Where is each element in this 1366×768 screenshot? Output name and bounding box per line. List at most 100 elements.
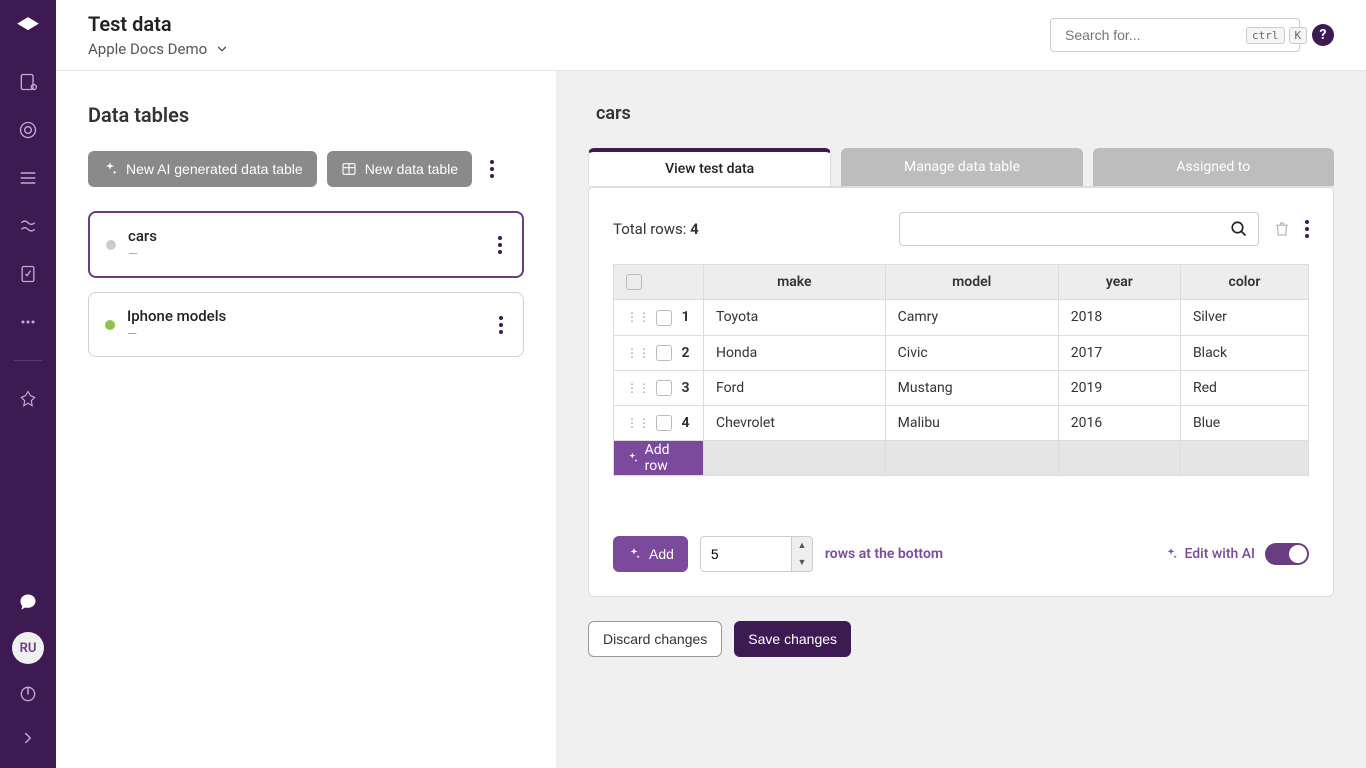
drag-handle-icon[interactable]: ⋮⋮: [626, 346, 650, 360]
left-panel: Data tables New AI generated data table …: [56, 71, 556, 768]
new-data-table-button[interactable]: New data table: [327, 151, 472, 187]
table-search-input[interactable]: [910, 222, 1230, 237]
col-make[interactable]: make: [704, 265, 886, 300]
sidebar-divider: [14, 360, 42, 361]
col-year[interactable]: year: [1058, 265, 1180, 300]
breadcrumb[interactable]: Apple Docs Demo: [88, 40, 229, 58]
status-dot: [105, 320, 115, 330]
header-checkbox-col: [614, 265, 704, 300]
cell[interactable]: 2019: [1058, 370, 1180, 405]
edit-ai-label: Edit with AI: [1184, 546, 1255, 562]
rows-at-bottom-label: rows at the bottom: [825, 546, 943, 562]
project-name: Apple Docs Demo: [88, 40, 207, 58]
tab-assigned-to[interactable]: Assigned to: [1093, 148, 1334, 186]
row-checkbox[interactable]: [656, 345, 672, 361]
cell[interactable]: Red: [1180, 370, 1308, 405]
cell[interactable]: Ford: [704, 370, 886, 405]
table-menu[interactable]: [1305, 220, 1309, 238]
total-rows: Total rows: 4: [613, 220, 699, 238]
table-row[interactable]: ⋮⋮ 4ChevroletMalibu2016Blue: [614, 406, 1309, 441]
panel-menu[interactable]: [482, 160, 502, 178]
sidebar: RU: [0, 0, 56, 768]
table-card-menu[interactable]: [494, 232, 506, 258]
drag-handle-icon[interactable]: ⋮⋮: [626, 310, 650, 324]
sidebar-item-5[interactable]: [14, 260, 42, 288]
col-color[interactable]: color: [1180, 265, 1308, 300]
table-sub: —: [127, 327, 483, 342]
help-icon[interactable]: ?: [1312, 24, 1334, 46]
cell[interactable]: Silver: [1180, 300, 1308, 335]
row-count-input[interactable]: [701, 537, 791, 571]
table-row[interactable]: ⋮⋮ 2HondaCivic2017Black: [614, 335, 1309, 370]
table-card-cars[interactable]: cars —: [88, 211, 524, 278]
chevron-down-icon: [215, 42, 229, 56]
tables-list: cars — Iphone models —: [88, 211, 524, 357]
content: Data tables New AI generated data table …: [56, 71, 1366, 768]
global-search-input[interactable]: [1059, 27, 1246, 43]
cell[interactable]: Black: [1180, 335, 1308, 370]
sparkle-icon: [102, 161, 118, 177]
page-title: Test data: [88, 12, 229, 36]
cell[interactable]: Chevrolet: [704, 406, 886, 441]
row-checkbox[interactable]: [656, 310, 672, 326]
tabs: View test data Manage data table Assigne…: [588, 148, 1334, 186]
table-name: Iphone models: [127, 307, 483, 325]
total-rows-label: Total rows:: [613, 220, 690, 238]
cell[interactable]: Camry: [885, 300, 1058, 335]
table-card-menu[interactable]: [495, 312, 507, 338]
drag-handle-icon[interactable]: ⋮⋮: [626, 381, 650, 395]
table-row[interactable]: ⋮⋮ 3FordMustang2019Red: [614, 370, 1309, 405]
edit-ai-toggle[interactable]: [1265, 543, 1309, 565]
sidebar-item-1[interactable]: [14, 68, 42, 96]
table-icon: [341, 161, 357, 177]
sparkle-icon: [626, 451, 639, 465]
drag-handle-icon[interactable]: ⋮⋮: [626, 416, 650, 430]
select-all-checkbox[interactable]: [626, 274, 642, 290]
cell[interactable]: Civic: [885, 335, 1058, 370]
cell[interactable]: Blue: [1180, 406, 1308, 441]
add-row-button[interactable]: Add row: [614, 441, 703, 475]
cell[interactable]: 2017: [1058, 335, 1180, 370]
table-sub: —: [128, 247, 482, 262]
row-checkbox[interactable]: [656, 415, 672, 431]
table-card-iphone[interactable]: Iphone models —: [88, 292, 524, 357]
table-name: cars: [128, 227, 482, 245]
app-logo[interactable]: [12, 12, 44, 44]
table-row[interactable]: ⋮⋮ 1 ToyotaCamry2018Silver: [614, 300, 1309, 335]
row-number: 1: [681, 309, 689, 325]
discard-button[interactable]: Discard changes: [588, 621, 722, 657]
right-panel: cars View test data Manage data table As…: [556, 71, 1366, 768]
row-checkbox[interactable]: [656, 380, 672, 396]
status-dot: [106, 240, 116, 250]
sidebar-item-4[interactable]: [14, 212, 42, 240]
add-bulk-button[interactable]: Add: [613, 536, 688, 572]
sidebar-item-more[interactable]: [14, 308, 42, 336]
row-count-input-wrap: ▲ ▼: [700, 536, 813, 572]
tab-manage-data-table[interactable]: Manage data table: [841, 148, 1082, 186]
spinner-down[interactable]: ▼: [792, 554, 812, 571]
global-search[interactable]: ctrl K: [1050, 18, 1300, 52]
power-icon[interactable]: [14, 680, 42, 708]
delete-icon[interactable]: [1273, 220, 1291, 238]
col-model[interactable]: model: [885, 265, 1058, 300]
sparkle-icon: [627, 547, 641, 561]
sidebar-item-3[interactable]: [14, 164, 42, 192]
kbd-k: K: [1289, 27, 1308, 44]
cell[interactable]: Mustang: [885, 370, 1058, 405]
sidebar-item-2[interactable]: [14, 116, 42, 144]
cell[interactable]: Honda: [704, 335, 886, 370]
edit-with-ai[interactable]: Edit with AI: [1164, 546, 1255, 562]
cell[interactable]: 2016: [1058, 406, 1180, 441]
cell[interactable]: 2018: [1058, 300, 1180, 335]
cell[interactable]: Toyota: [704, 300, 886, 335]
table-search[interactable]: [899, 212, 1259, 246]
sidebar-item-pin[interactable]: [14, 385, 42, 413]
chat-icon[interactable]: [14, 588, 42, 616]
save-button[interactable]: Save changes: [734, 621, 851, 657]
tab-view-test-data[interactable]: View test data: [588, 148, 831, 186]
avatar[interactable]: RU: [12, 632, 44, 664]
expand-icon[interactable]: [14, 724, 42, 752]
new-ai-data-table-button[interactable]: New AI generated data table: [88, 151, 317, 187]
spinner-up[interactable]: ▲: [792, 537, 812, 554]
cell[interactable]: Malibu: [885, 406, 1058, 441]
